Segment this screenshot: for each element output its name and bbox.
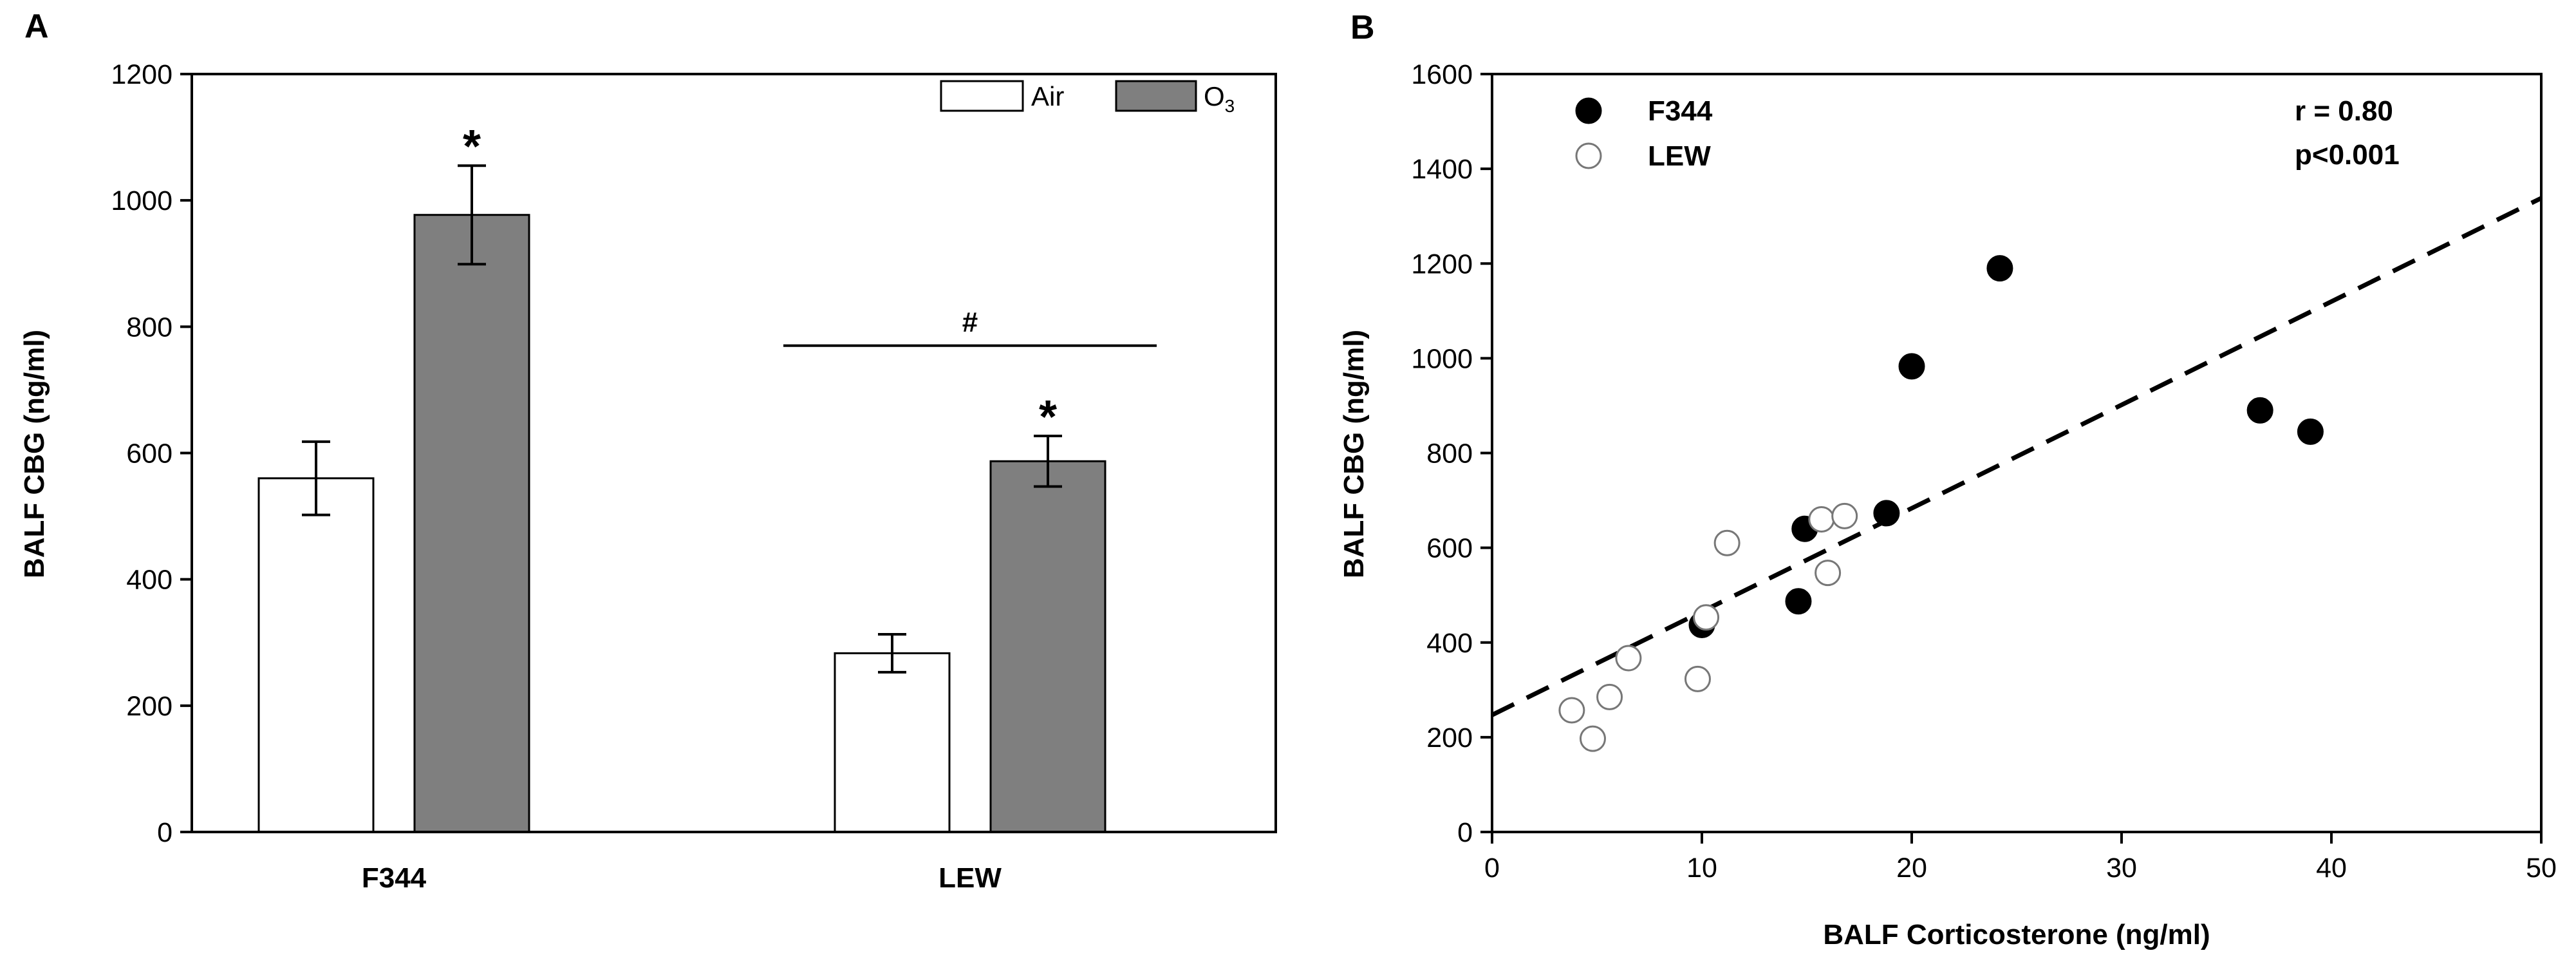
point-lew: [1579, 725, 1606, 752]
bar-lew-o3: [989, 460, 1106, 833]
y-tick-label: 200: [126, 691, 173, 722]
significance-star-lew: *: [1039, 392, 1057, 443]
panel-a-y-axis-title: BALF CBG (ng/ml): [19, 330, 50, 578]
point-lew: [1713, 529, 1741, 556]
point-f344: [1785, 588, 1812, 615]
x-tick-label: 50: [2526, 853, 2557, 884]
panel-b-x-axis-title: BALF Corticosterone (ng/ml): [1823, 919, 2210, 950]
panel-b-legend: F344 LEW: [1575, 95, 1713, 172]
legend-marker-lew: [1575, 142, 1602, 169]
legend-label-o3-subscript: 3: [1225, 96, 1235, 116]
point-f344: [2297, 418, 2324, 445]
y-tick-label: 600: [1426, 533, 1473, 564]
y-tick-label: 1000: [1411, 343, 1473, 374]
point-f344: [2246, 397, 2273, 424]
panel-a-significance-markers: * * #: [463, 121, 1157, 443]
bar-lew-air: [834, 652, 951, 833]
legend-label-f344: F344: [1648, 95, 1713, 127]
point-lew: [1815, 560, 1842, 587]
legend-swatch-air: [940, 80, 1024, 112]
point-f344: [1898, 353, 1925, 380]
panel-a-y-axis-ticks: 0 200 400 600 800 1000 1200: [111, 59, 192, 848]
legend-label-o3: O3: [1204, 81, 1235, 116]
panel-a-legend: Air O3: [940, 80, 1235, 116]
panel-a-x-axis-labels: F344 LEW: [362, 862, 1002, 894]
x-tick-label-lew: LEW: [938, 862, 1002, 894]
panel-b-y-axis-title: BALF CBG (ng/ml): [1338, 330, 1370, 578]
y-tick-label: 1200: [1411, 249, 1473, 279]
point-lew: [1693, 604, 1720, 631]
point-lew: [1831, 502, 1858, 529]
y-tick-label: 0: [157, 817, 173, 848]
panel-b-x-axis-ticks: 0 10 20 30 40 50: [1484, 832, 2557, 884]
legend-label-o3-base: O: [1204, 81, 1225, 111]
y-tick-label: 1000: [111, 185, 173, 216]
legend-marker-f344: [1575, 97, 1602, 124]
y-tick-label: 400: [1426, 628, 1473, 659]
y-tick-label: 800: [126, 312, 173, 343]
panel-b-plot-frame: [1491, 73, 2543, 833]
legend-label-lew: LEW: [1648, 140, 1711, 172]
x-tick-label: 10: [1686, 853, 1717, 884]
legend-label-air: Air: [1031, 81, 1064, 111]
y-tick-label: 400: [126, 565, 173, 596]
y-tick-label: 0: [1457, 817, 1473, 848]
point-lew: [1684, 665, 1711, 692]
legend-swatch-o3: [1115, 80, 1197, 112]
y-tick-label: 200: [1426, 723, 1473, 753]
x-tick-label: 40: [2316, 853, 2347, 884]
panel-b-points: [1558, 255, 2324, 752]
significance-star-f344: *: [463, 121, 481, 173]
panel-a-bars: [257, 164, 1106, 833]
point-lew: [1808, 506, 1835, 533]
panel-a-letter: A: [24, 8, 49, 45]
bar-f344-o3: [413, 214, 530, 833]
y-tick-label: 800: [1426, 439, 1473, 469]
y-tick-label: 1600: [1411, 59, 1473, 90]
point-f344: [1986, 255, 2013, 282]
x-tick-label: 20: [1896, 853, 1927, 884]
panel-b-y-axis-ticks: 0 200 400 600 800 1000 1200 1400 1600: [1411, 59, 1492, 848]
panel-b-scatter-plot: B 0 200 400 600 800 1000 1200 1400 1600 0 10 20 30 4…: [1338, 9, 2557, 950]
group-bracket-hash: #: [962, 307, 978, 338]
correlation-r: r = 0.80: [2295, 95, 2393, 127]
point-lew: [1558, 697, 1585, 724]
x-tick-label-f344: F344: [362, 862, 427, 894]
y-tick-label: 1200: [111, 59, 173, 90]
x-tick-label: 30: [2106, 853, 2137, 884]
y-tick-label: 1400: [1411, 154, 1473, 185]
regression-line: [1491, 196, 2543, 717]
x-tick-label: 0: [1484, 853, 1500, 884]
point-lew: [1596, 683, 1623, 710]
bar-f344-air: [257, 477, 375, 833]
correlation-p: p<0.001: [2295, 139, 2400, 171]
panel-a-plot-frame: [191, 73, 1277, 833]
point-f344: [1873, 500, 1900, 527]
panel-b-letter: B: [1350, 9, 1375, 46]
point-lew: [1615, 645, 1642, 672]
panel-a-bar-chart: A 0 200 400 600 800 1000 1200 F344 LEW BALF CB…: [19, 8, 1277, 894]
y-tick-label: 600: [126, 439, 173, 469]
